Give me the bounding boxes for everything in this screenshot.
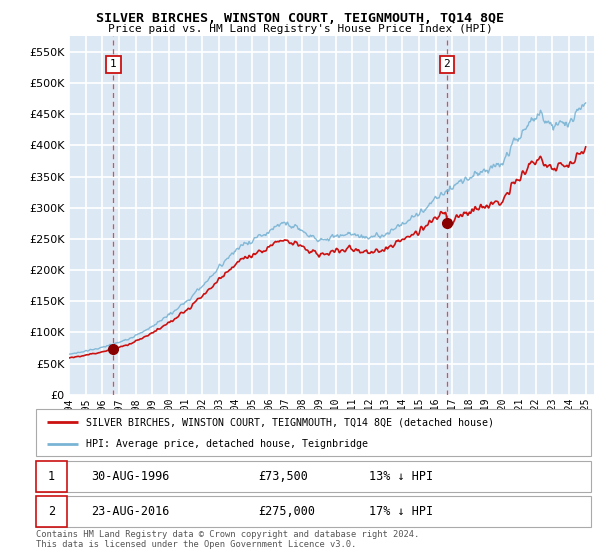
Text: SILVER BIRCHES, WINSTON COURT, TEIGNMOUTH, TQ14 8QE: SILVER BIRCHES, WINSTON COURT, TEIGNMOUT… <box>96 12 504 25</box>
Text: 2: 2 <box>48 505 55 518</box>
Text: 30-AUG-1996: 30-AUG-1996 <box>92 470 170 483</box>
Text: Contains HM Land Registry data © Crown copyright and database right 2024.
This d: Contains HM Land Registry data © Crown c… <box>36 530 419 549</box>
Bar <box>36 496 67 527</box>
Text: 1: 1 <box>48 470 55 483</box>
Text: HPI: Average price, detached house, Teignbridge: HPI: Average price, detached house, Teig… <box>86 439 368 449</box>
Bar <box>36 461 67 492</box>
Text: 1: 1 <box>110 59 117 69</box>
Text: SILVER BIRCHES, WINSTON COURT, TEIGNMOUTH, TQ14 8QE (detached house): SILVER BIRCHES, WINSTON COURT, TEIGNMOUT… <box>86 417 494 427</box>
Text: 23-AUG-2016: 23-AUG-2016 <box>92 505 170 518</box>
Text: 2: 2 <box>443 59 450 69</box>
Text: £73,500: £73,500 <box>258 470 308 483</box>
Text: £275,000: £275,000 <box>258 505 315 518</box>
Text: 13% ↓ HPI: 13% ↓ HPI <box>369 470 433 483</box>
Text: 17% ↓ HPI: 17% ↓ HPI <box>369 505 433 518</box>
Text: Price paid vs. HM Land Registry's House Price Index (HPI): Price paid vs. HM Land Registry's House … <box>107 24 493 34</box>
